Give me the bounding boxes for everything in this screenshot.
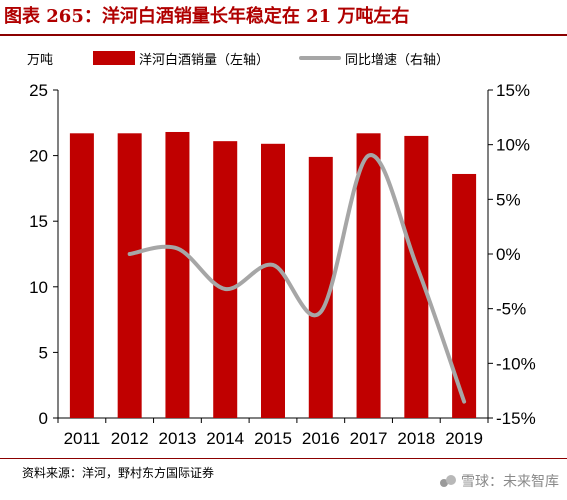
bar-2015 (261, 143, 285, 419)
left-axis-tick-label: 15 (29, 212, 48, 231)
right-axis-tick-label: 5% (496, 190, 521, 209)
x-axis-tick-label: 2019 (445, 429, 483, 448)
watermark: 雪球：未来智库 (439, 471, 559, 491)
x-axis-tick-label: 2017 (350, 429, 388, 448)
source-divider (0, 458, 567, 459)
left-axis-tick-label: 20 (29, 147, 48, 166)
x-axis-tick-label: 2014 (206, 429, 244, 448)
legend-bar-label: 洋河白酒销量（左轴） (139, 52, 270, 68)
legend: 洋河白酒销量（左轴） 同比增速（右轴） (93, 48, 449, 68)
left-axis-tick-label: 5 (39, 343, 48, 362)
bar-2012 (117, 133, 142, 418)
legend-bar-swatch (93, 51, 135, 65)
right-axis-tick-label: 0% (496, 245, 521, 264)
right-axis-tick-label: 10% (496, 136, 530, 155)
left-axis-tick-label: 25 (29, 81, 48, 100)
bar-2011 (69, 133, 94, 418)
right-axis-tick-label: 15% (496, 81, 530, 100)
left-axis-unit: 万吨 (27, 53, 54, 68)
watermark-text: 雪球：未来智库 (461, 474, 559, 490)
title-divider (0, 34, 567, 36)
x-axis-tick-label: 2011 (64, 429, 101, 448)
chart-title: 图表 265：洋河白酒销量长年稳定在 21 万吨左右 (4, 6, 410, 27)
right-axis-tick-label: -10% (496, 354, 536, 373)
x-axis-tick-label: 2013 (159, 429, 197, 448)
left-axis-tick-label: 0 (39, 409, 48, 428)
right-axis-tick-label: -15% (496, 409, 536, 428)
source-note: 资料来源：洋河，野村东方国际证券 (22, 466, 215, 480)
x-axis-tick-label: 2015 (254, 429, 292, 448)
snowball-logo-icon (440, 475, 456, 487)
bar-2014 (213, 141, 238, 418)
legend-line-swatch (299, 56, 342, 60)
x-axis-tick-label: 2012 (111, 429, 149, 448)
legend-line-label: 同比增速（右轴） (345, 52, 450, 68)
bar-2018 (404, 135, 429, 419)
right-axis-tick-label: -5% (496, 300, 526, 319)
bar-2016 (308, 156, 333, 419)
x-axis-tick-label: 2018 (397, 429, 435, 448)
bar-2013 (165, 131, 190, 418)
x-axis-tick-label: 2016 (302, 429, 340, 448)
bar-2017 (356, 133, 381, 418)
left-axis-tick-label: 10 (29, 278, 48, 297)
